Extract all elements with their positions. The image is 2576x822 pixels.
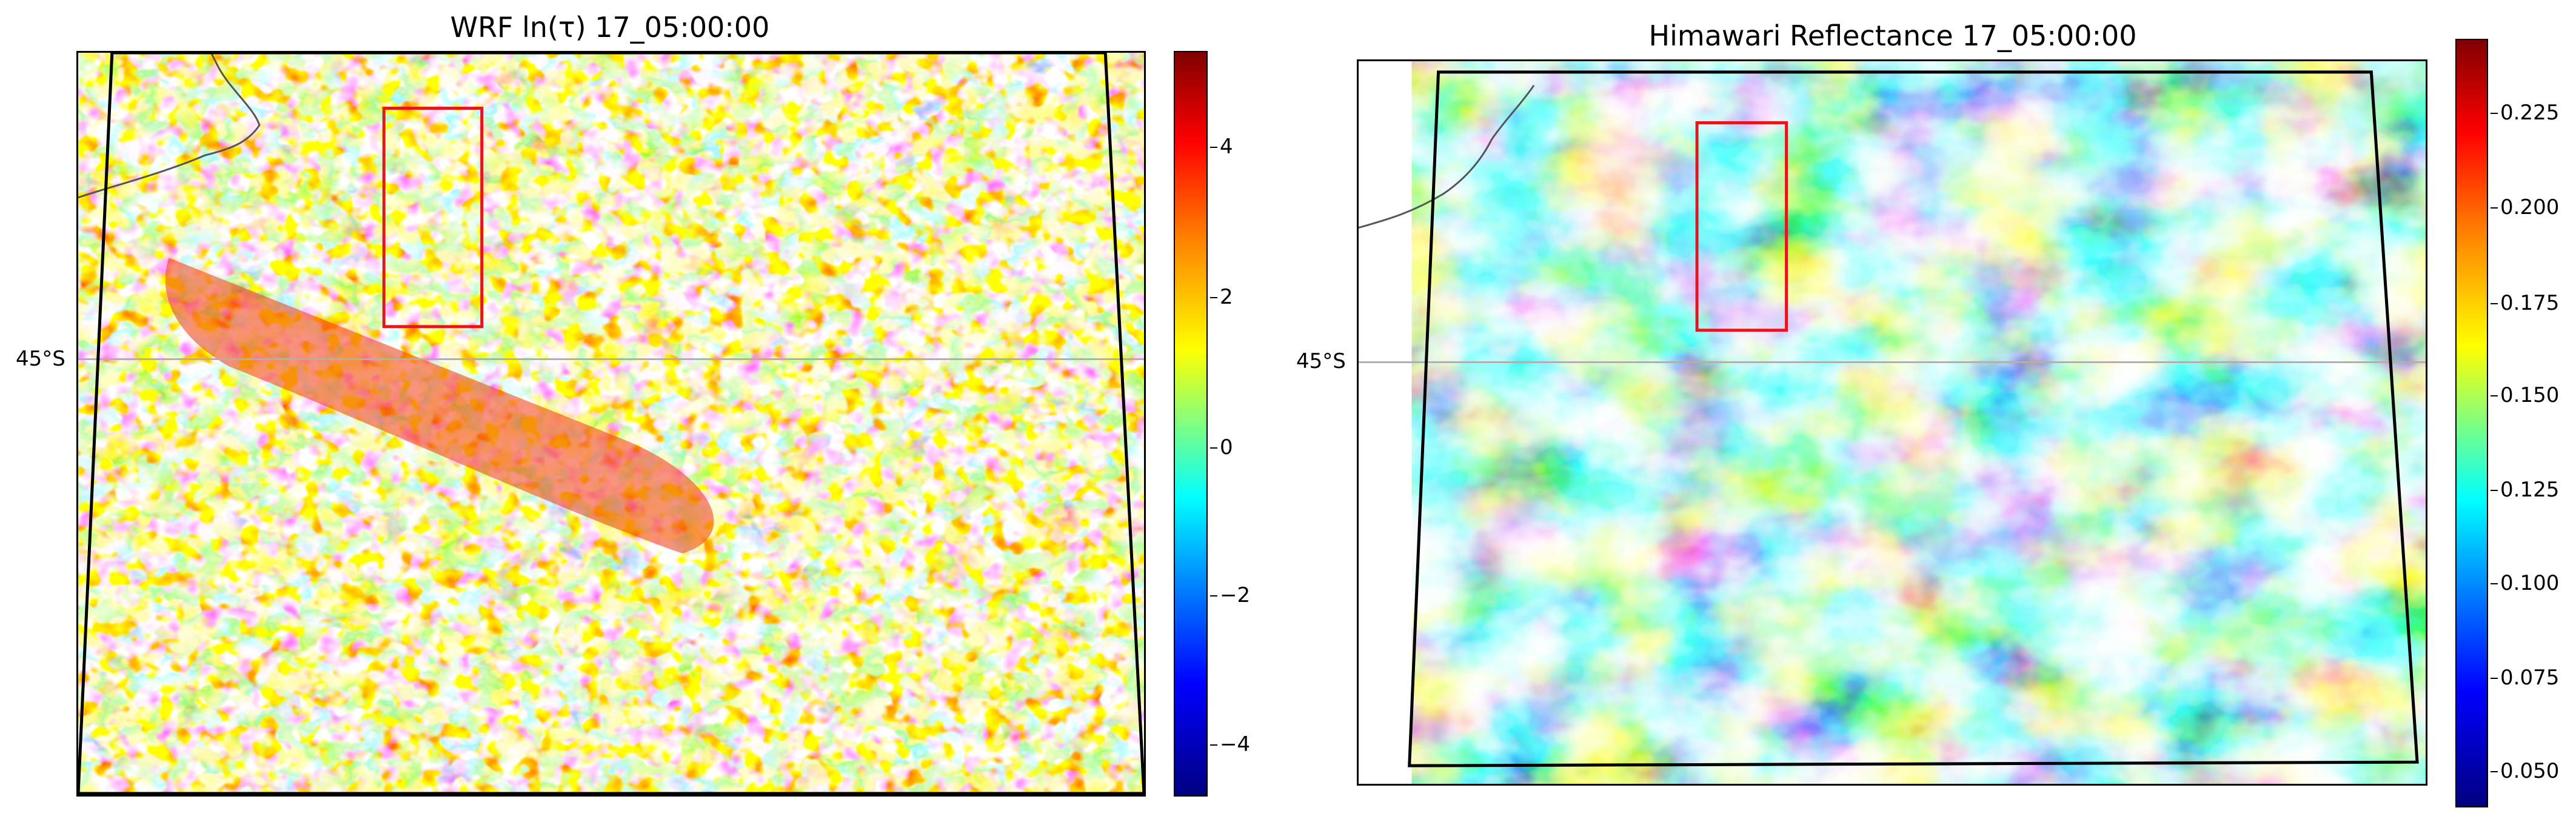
left-colorbar-tick: −4	[1209, 732, 1251, 757]
right-colorbar-tick: 0.100	[2490, 571, 2560, 595]
left-highlight-box	[382, 107, 484, 329]
right-colorbar	[2455, 39, 2488, 807]
left-colorbar-tick: 4	[1210, 135, 1233, 159]
left-colorbar-tick: 2	[1210, 285, 1233, 309]
right-highlight-box	[1695, 121, 1788, 332]
right-panel-title: Himawari Reflectance 17_05:00:00	[1648, 19, 2137, 52]
right-colorbar-tick: 0.150	[2490, 383, 2560, 407]
left-map	[76, 51, 1146, 797]
right-colorbar-tick: 0.225	[2490, 101, 2560, 125]
left-colorbar-tick: −2	[1209, 583, 1251, 607]
right-lat-label: 45°S	[1296, 349, 1346, 373]
left-panel-title: WRF ln(τ) 17_05:00:00	[450, 11, 770, 44]
left-map-field	[78, 53, 1144, 795]
right-colorbar-tick: 0.075	[2490, 666, 2560, 690]
right-colorbar-tick: 0.200	[2490, 195, 2560, 219]
right-colorbar-tick: 0.125	[2490, 478, 2560, 502]
right-map-field	[1359, 61, 2426, 784]
right-colorbar-tick: 0.175	[2490, 291, 2560, 315]
right-map	[1357, 59, 2427, 786]
left-colorbar-tick: 0	[1210, 435, 1233, 459]
left-lat-label: 45°S	[16, 347, 65, 371]
left-colorbar	[1174, 51, 1208, 797]
right-colorbar-tick: 0.050	[2490, 759, 2560, 783]
